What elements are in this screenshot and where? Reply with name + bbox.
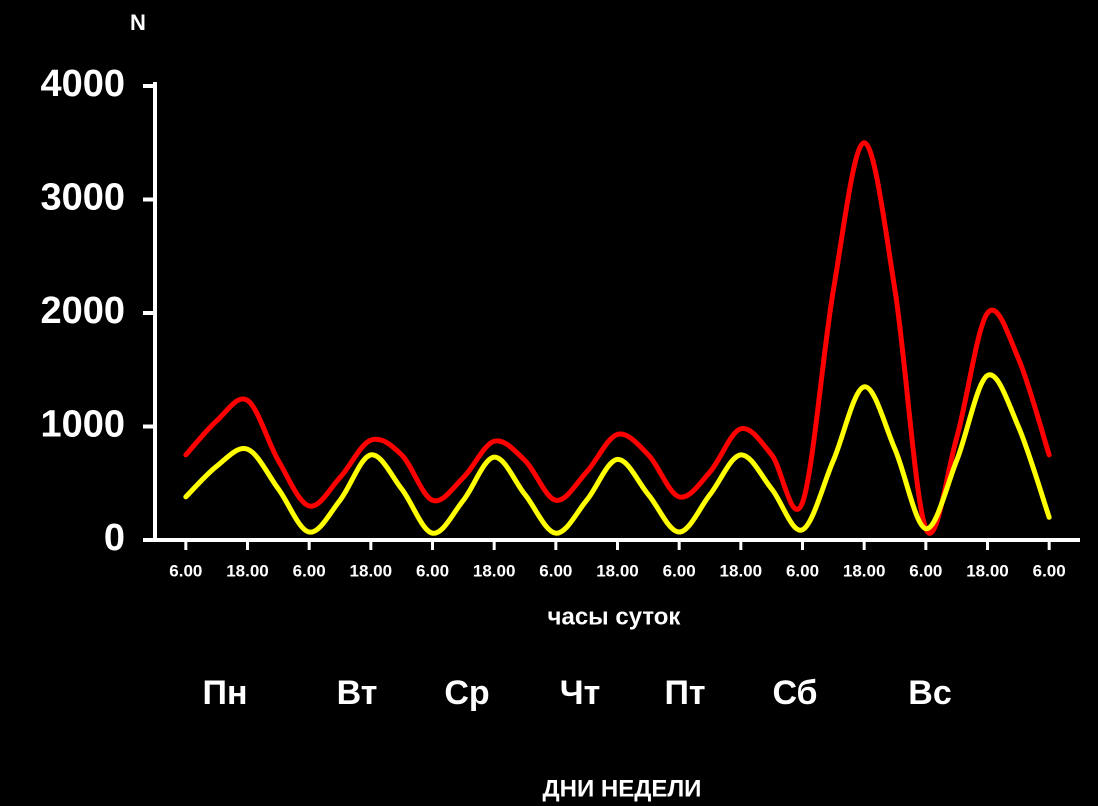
x-axis-label: часы суток: [548, 603, 682, 630]
x-tick-label: 18.00: [720, 561, 763, 580]
x-tick-label: 6.00: [663, 561, 696, 580]
day-label: Чт: [560, 674, 601, 712]
day-label: Сб: [772, 674, 817, 712]
day-label: Вт: [337, 674, 378, 712]
y-tick-label: 4000: [40, 63, 125, 105]
y-tick-label: 2000: [40, 290, 125, 332]
x-tick-label: 18.00: [843, 561, 886, 580]
x-tick-label: 6.00: [293, 561, 326, 580]
x-tick-label: 6.00: [909, 561, 942, 580]
data-line: [183, 372, 1052, 536]
x-tick-label: 18.00: [966, 561, 1009, 580]
y-axis-label: N: [130, 10, 146, 35]
x-tick-label: 6.00: [416, 561, 449, 580]
x-tick-label: 18.00: [226, 561, 269, 580]
x-tick-label: 6.00: [786, 561, 819, 580]
data-line: [183, 140, 1052, 536]
x-tick-label: 6.00: [539, 561, 572, 580]
y-tick-label: 3000: [40, 177, 125, 219]
day-label: Пн: [203, 674, 248, 712]
y-tick-label: 0: [104, 517, 125, 559]
x-tick-label: 18.00: [596, 561, 639, 580]
day-label: Вс: [908, 674, 951, 712]
day-label: Ср: [444, 674, 489, 712]
y-tick-label: 1000: [40, 404, 125, 446]
x-tick-label: 18.00: [473, 561, 516, 580]
x-tick-label: 6.00: [1033, 561, 1066, 580]
x-tick-label: 18.00: [350, 561, 393, 580]
day-axis-label: ДНИ НЕДЕЛИ: [543, 775, 702, 802]
x-tick-label: 6.00: [169, 561, 202, 580]
day-label: Пт: [664, 674, 705, 712]
